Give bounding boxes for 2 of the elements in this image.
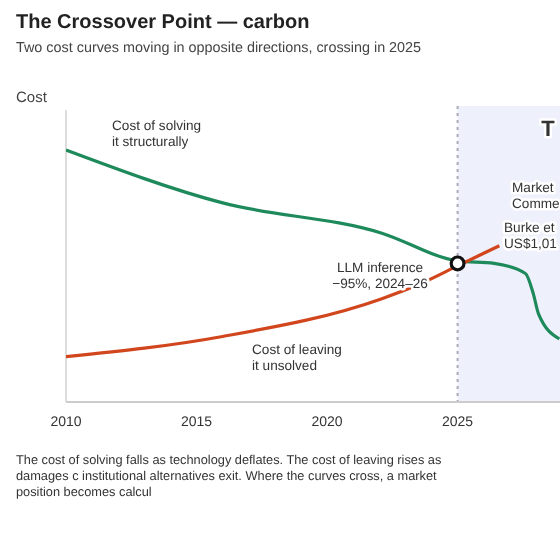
chart-title: The Crossover Point — carbon [16,12,310,34]
text: T [541,118,556,142]
